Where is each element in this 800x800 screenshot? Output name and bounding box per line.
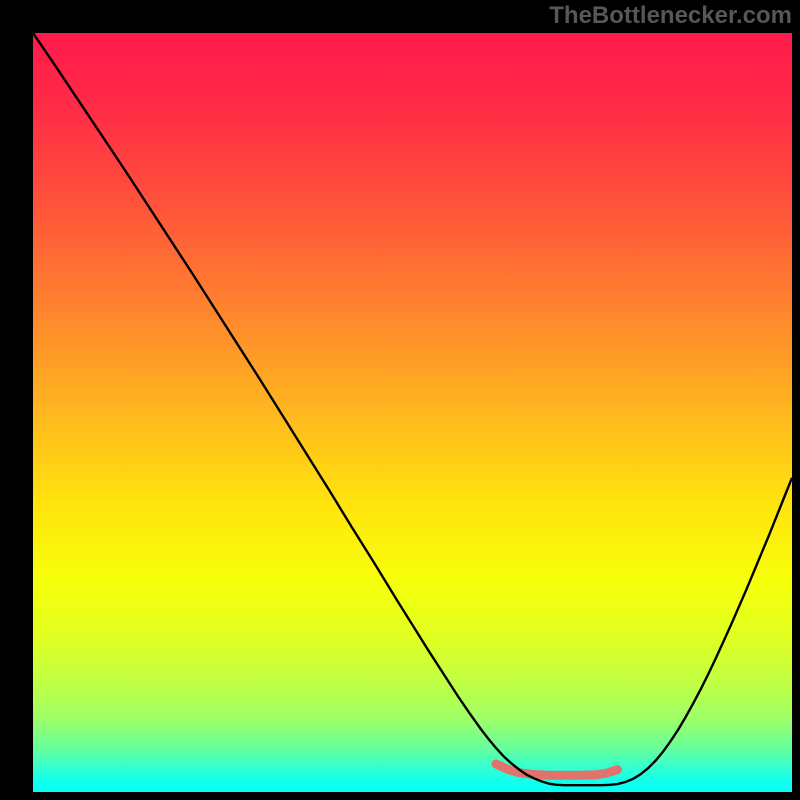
plot-svg — [33, 33, 792, 792]
gradient-background — [33, 33, 792, 792]
watermark-text: TheBottlenecker.com — [549, 2, 792, 30]
plot-area — [33, 33, 792, 792]
chart-frame: TheBottlenecker.com — [0, 0, 800, 800]
